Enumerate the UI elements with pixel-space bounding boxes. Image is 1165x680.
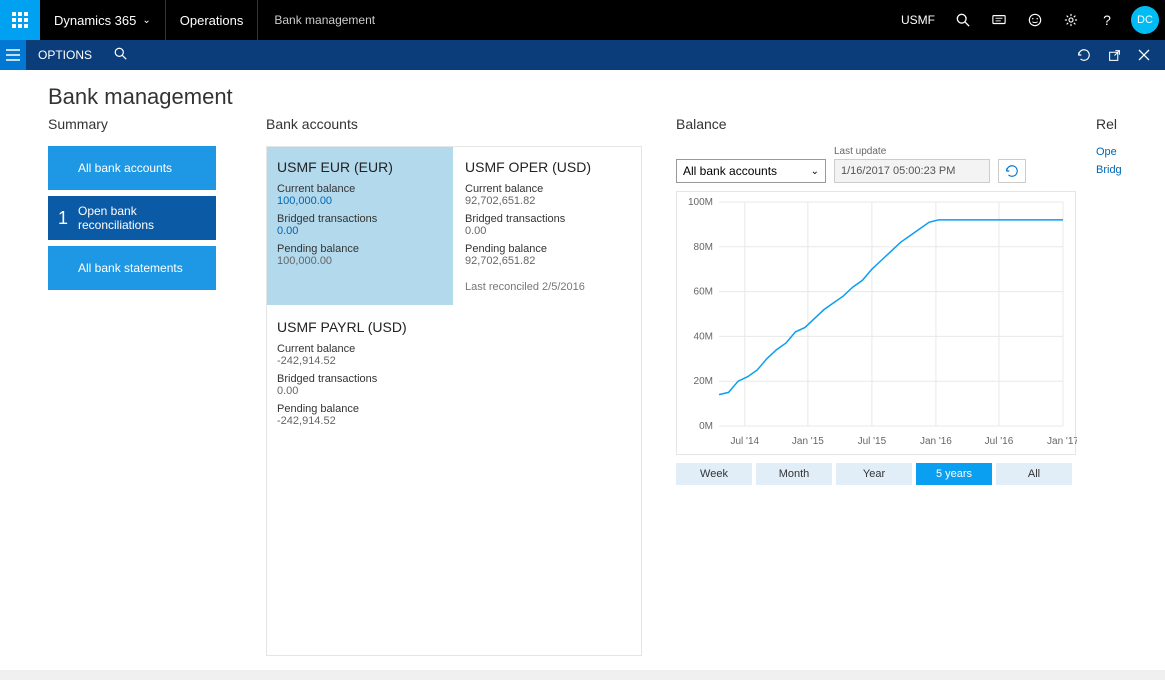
period-button[interactable]: Week xyxy=(676,463,752,485)
bridged-value: 0.00 xyxy=(277,225,443,237)
bridged-value: 0.00 xyxy=(277,385,443,397)
dropdown-label: All bank accounts xyxy=(683,164,777,178)
summary-tile[interactable]: All bank accounts xyxy=(48,146,216,190)
related-section: Rel Ope Bridg xyxy=(1096,116,1156,670)
svg-text:Jan '15: Jan '15 xyxy=(792,436,824,447)
pending-label: Pending balance xyxy=(277,243,443,255)
account-card[interactable]: USMF PAYRL (USD)Current balance-242,914.… xyxy=(267,307,453,439)
svg-text:20M: 20M xyxy=(694,376,713,387)
pending-value: 92,702,651.82 xyxy=(465,255,631,267)
current-balance-value: 100,000.00 xyxy=(277,195,443,207)
period-button[interactable]: All xyxy=(996,463,1072,485)
summary-section: Summary All bank accounts 1Open bank reco… xyxy=(48,116,266,670)
chevron-down-icon: ⌄ xyxy=(142,15,150,26)
related-link[interactable]: Bridg xyxy=(1096,164,1156,176)
bridged-label: Bridged transactions xyxy=(465,213,631,225)
svg-text:Jan '17: Jan '17 xyxy=(1047,436,1077,447)
tile-count: 1 xyxy=(48,208,78,229)
pending-label: Pending balance xyxy=(465,243,631,255)
period-button[interactable]: Month xyxy=(756,463,832,485)
brand-label: Dynamics 365 xyxy=(54,13,136,28)
tile-label: All bank statements xyxy=(78,261,183,275)
topbar: Dynamics 365 ⌄ Operations Bank managemen… xyxy=(0,0,1165,40)
chevron-down-icon: ⌄ xyxy=(811,166,819,177)
pending-value: 100,000.00 xyxy=(277,255,443,267)
accounts-title: Bank accounts xyxy=(266,116,676,132)
last-update-value: 1/16/2017 05:00:23 PM xyxy=(834,159,990,183)
svg-text:Jul '14: Jul '14 xyxy=(731,436,760,447)
refresh-balance-button[interactable] xyxy=(998,159,1026,183)
pending-value: -242,914.52 xyxy=(277,415,443,427)
tile-label: All bank accounts xyxy=(78,161,172,175)
summary-tile[interactable]: 1Open bank reconciliations xyxy=(48,196,216,240)
svg-text:Jul '15: Jul '15 xyxy=(858,436,887,447)
help-icon[interactable]: ? xyxy=(1089,0,1125,40)
last-update-label: Last update xyxy=(834,146,990,157)
current-balance-value: -242,914.52 xyxy=(277,355,443,367)
gear-icon[interactable] xyxy=(1053,0,1089,40)
nav-toggle-icon[interactable] xyxy=(0,40,26,70)
bridged-label: Bridged transactions xyxy=(277,213,443,225)
popout-icon[interactable] xyxy=(1099,40,1129,70)
bridged-label: Bridged transactions xyxy=(277,373,443,385)
app-launcher-icon[interactable] xyxy=(0,0,40,40)
svg-text:100M: 100M xyxy=(688,197,713,208)
svg-text:Jul '16: Jul '16 xyxy=(985,436,1014,447)
card-footer: Last reconciled 2/5/2016 xyxy=(465,281,631,293)
card-title: USMF PAYRL (USD) xyxy=(277,319,443,335)
tile-label: Open bank reconciliations xyxy=(78,204,216,232)
related-title: Rel xyxy=(1096,116,1156,132)
current-balance-label: Current balance xyxy=(277,343,443,355)
svg-text:60M: 60M xyxy=(694,287,713,298)
avatar[interactable]: DC xyxy=(1131,6,1159,34)
search-icon[interactable] xyxy=(945,0,981,40)
period-button[interactable]: Year xyxy=(836,463,912,485)
current-balance-value: 92,702,651.82 xyxy=(465,195,631,207)
svg-text:40M: 40M xyxy=(694,331,713,342)
account-filter-dropdown[interactable]: All bank accounts ⌄ xyxy=(676,159,826,183)
current-balance-label: Current balance xyxy=(277,183,443,195)
messages-icon[interactable] xyxy=(981,0,1017,40)
accounts-section: Bank accounts USMF EUR (EUR) Current bala… xyxy=(266,116,676,670)
page-title: Bank management xyxy=(48,84,1165,110)
breadcrumb: Bank management xyxy=(258,13,391,27)
related-link[interactable]: Ope xyxy=(1096,146,1156,158)
pending-label: Pending balance xyxy=(277,403,443,415)
balance-title: Balance xyxy=(676,116,1096,132)
account-card[interactable]: USMF OPER (USD)Current balance92,702,651… xyxy=(455,147,641,305)
summary-tile[interactable]: All bank statements xyxy=(48,246,216,290)
svg-text:Jan '16: Jan '16 xyxy=(920,436,952,447)
balance-chart: 0M 20M 40M 60M 80M 100M Jul '14 Jan '15 Jul '15 J… xyxy=(676,191,1076,455)
card-title: USMF OPER (USD) xyxy=(465,159,631,175)
module-label: Operations xyxy=(166,0,259,40)
current-balance-label: Current balance xyxy=(465,183,631,195)
svg-text:80M: 80M xyxy=(694,242,713,253)
action-search-icon[interactable] xyxy=(104,47,137,63)
action-bar: OPTIONS xyxy=(0,40,1165,70)
svg-text:0M: 0M xyxy=(699,421,713,432)
accounts-list: USMF EUR (EUR)Current balance100,000.00B… xyxy=(266,146,642,656)
card-title: USMF EUR (EUR) xyxy=(277,159,443,175)
page: Bank management Summary All bank account… xyxy=(0,70,1165,680)
balance-section: Balance All bank accounts ⌄ Last update … xyxy=(676,116,1096,670)
account-card[interactable]: USMF EUR (EUR)Current balance100,000.00B… xyxy=(267,147,453,305)
refresh-icon[interactable] xyxy=(1069,40,1099,70)
options-button[interactable]: OPTIONS xyxy=(26,48,104,62)
period-button[interactable]: 5 years xyxy=(916,463,992,485)
bridged-value: 0.00 xyxy=(465,225,631,237)
brand-dropdown[interactable]: Dynamics 365 ⌄ xyxy=(40,0,166,40)
feedback-icon[interactable] xyxy=(1017,0,1053,40)
close-icon[interactable] xyxy=(1129,40,1159,70)
company-code[interactable]: USMF xyxy=(891,13,945,27)
summary-title: Summary xyxy=(48,116,266,132)
